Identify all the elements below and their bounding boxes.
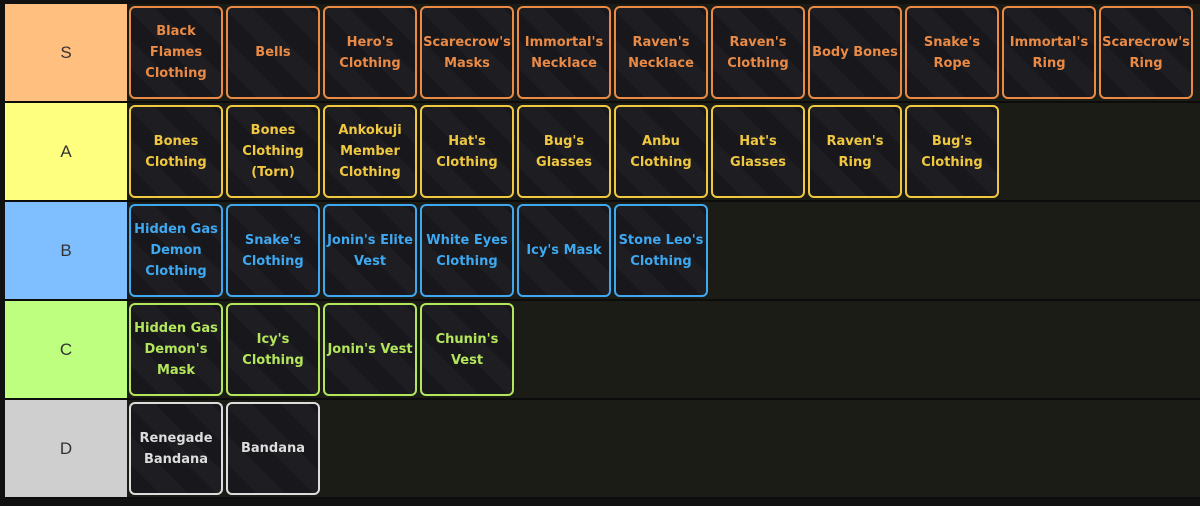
tier-items: Renegade Bandana Bandana — [127, 400, 320, 497]
tier-item[interactable]: Bones Clothing (Torn) — [226, 105, 320, 198]
tier-item[interactable]: Renegade Bandana — [129, 402, 223, 495]
tier-item[interactable]: Bug's Glasses — [517, 105, 611, 198]
tier-item[interactable]: White Eyes Clothing — [420, 204, 514, 297]
tier-item[interactable]: Body Bones — [808, 6, 902, 99]
tier-item[interactable]: Bandana — [226, 402, 320, 495]
tier-label[interactable]: S — [5, 4, 127, 101]
tier-item[interactable]: Bug's Clothing — [905, 105, 999, 198]
tier-label[interactable]: C — [5, 301, 127, 398]
tier-item[interactable]: Anbu Clothing — [614, 105, 708, 198]
tier-item[interactable]: Bells — [226, 6, 320, 99]
tier-row-a: A Bones Clothing Bones Clothing (Torn) Anko… — [5, 103, 1200, 202]
tier-row-b: B Hidden Gas Demon Clothing Snake's Clothi… — [5, 202, 1200, 301]
tier-item[interactable]: Jonin's Elite Vest — [323, 204, 417, 297]
tier-item[interactable]: Immortal's Ring — [1002, 6, 1096, 99]
tier-item[interactable]: Stone Leo's Clothing — [614, 204, 708, 297]
tier-item[interactable]: Hat's Glasses — [711, 105, 805, 198]
tier-row-c: C Hidden Gas Demon's Mask Icy's Clothing Jo… — [5, 301, 1200, 400]
tier-item[interactable]: Jonin's Vest — [323, 303, 417, 396]
tier-item[interactable]: Black Flames Clothing — [129, 6, 223, 99]
tier-items: Hidden Gas Demon Clothing Snake's Clothin… — [127, 202, 708, 299]
tier-label[interactable]: B — [5, 202, 127, 299]
tier-items: Black Flames Clothing Bells Hero's Clothin… — [127, 4, 1193, 101]
tier-item[interactable]: Raven's Ring — [808, 105, 902, 198]
tier-item[interactable]: Scarecrow's Masks — [420, 6, 514, 99]
tier-label[interactable]: D — [5, 400, 127, 497]
tier-label[interactable]: A — [5, 103, 127, 200]
tier-item[interactable]: Chunin's Vest — [420, 303, 514, 396]
tier-item[interactable]: Raven's Necklace — [614, 6, 708, 99]
tier-item[interactable]: Ankokuji Member Clothing — [323, 105, 417, 198]
tier-item[interactable]: Hidden Gas Demon Clothing — [129, 204, 223, 297]
tier-item[interactable]: Scarecrow's Ring — [1099, 6, 1193, 99]
tier-item[interactable]: Hero's Clothing — [323, 6, 417, 99]
tier-item[interactable]: Snake's Rope — [905, 6, 999, 99]
tier-row-d: D Renegade Bandana Bandana — [5, 400, 1200, 499]
tier-item[interactable]: Icy's Mask — [517, 204, 611, 297]
tier-item[interactable]: Hat's Clothing — [420, 105, 514, 198]
tier-items: Bones Clothing Bones Clothing (Torn) Ankok… — [127, 103, 999, 200]
tier-item[interactable]: Bones Clothing — [129, 105, 223, 198]
tier-list: S Black Flames Clothing Bells Hero's Clothi… — [5, 4, 1200, 499]
tier-item[interactable]: Immortal's Necklace — [517, 6, 611, 99]
tier-row-s: S Black Flames Clothing Bells Hero's Clothi… — [5, 4, 1200, 103]
tier-items: Hidden Gas Demon's Mask Icy's Clothing Jon… — [127, 301, 514, 398]
tier-item[interactable]: Hidden Gas Demon's Mask — [129, 303, 223, 396]
tier-item[interactable]: Raven's Clothing — [711, 6, 805, 99]
tier-item[interactable]: Icy's Clothing — [226, 303, 320, 396]
tier-item[interactable]: Snake's Clothing — [226, 204, 320, 297]
